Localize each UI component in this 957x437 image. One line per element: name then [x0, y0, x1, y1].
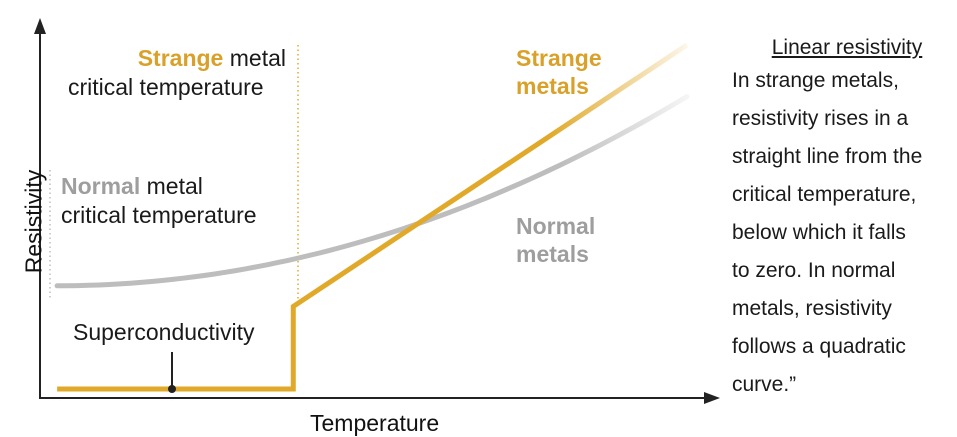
x-axis-label: Temperature [310, 410, 440, 436]
strange-series-line1: Strange [516, 45, 602, 71]
side-note-line: curve.” [732, 373, 797, 396]
side-note-line: straight line from the [732, 145, 923, 168]
side-note-line: resistivity rises in a [732, 107, 909, 130]
strange-tc-prefix: Strange [137, 45, 224, 71]
side-note-body: In strange metals, resistivity rises in a… [732, 62, 954, 404]
y-axis-arrow [34, 18, 46, 34]
normal-series-label: Normal metals [516, 212, 595, 268]
strange-tc-label-line2: critical temperature [68, 73, 264, 102]
normal-tc-prefix: Normal [61, 173, 141, 199]
strange-series-label: Strange metals [516, 44, 602, 100]
strange-tc-rest: metal [223, 45, 286, 71]
side-note-line: In strange metals, [732, 69, 899, 92]
x-axis-arrow [704, 392, 720, 404]
normal-series-line2: metals [516, 241, 589, 267]
normal-series-line1: Normal [516, 213, 596, 239]
side-note-title: Linear resistivity [771, 36, 923, 59]
superconductivity-label: Superconductivity [73, 319, 255, 345]
normal-metals-curve [54, 94, 690, 289]
normal-tc-label: Normal metal critical temperature [61, 172, 257, 230]
side-note-line: critical temperature, [732, 183, 917, 206]
side-note-line: below which it falls [732, 221, 906, 244]
resistivity-chart [34, 18, 720, 404]
superconductivity-dot [168, 385, 176, 393]
side-note-line: follows a quadratic [732, 335, 906, 358]
side-note-line: to zero. In normal [732, 259, 896, 282]
normal-tc-line2: critical temperature [61, 202, 257, 228]
strange-series-line2: metals [516, 73, 589, 99]
side-note: Linear resistivity In strange metals, res… [732, 34, 954, 404]
y-axis-label: Resistivity [20, 169, 47, 274]
strange-tc-label: Strange metal [128, 44, 286, 73]
normal-tc-rest: metal [140, 173, 203, 199]
strange-tc-line2: critical temperature [68, 74, 264, 100]
side-note-line: metals, resistivity [732, 297, 892, 320]
